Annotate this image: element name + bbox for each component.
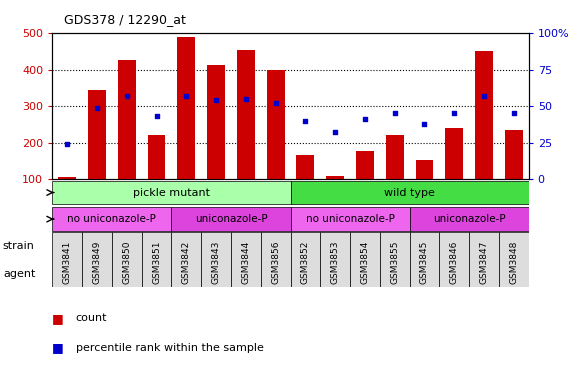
Text: GSM3852: GSM3852 — [301, 241, 310, 284]
Bar — [415, 160, 433, 179]
Bar — [201, 232, 231, 287]
Point — [63, 141, 72, 147]
Text: GSM3848: GSM3848 — [510, 241, 518, 284]
Text: GSM3851: GSM3851 — [152, 241, 161, 284]
Text: wild type: wild type — [384, 187, 435, 198]
Bar — [446, 128, 463, 179]
Text: GSM3841: GSM3841 — [63, 241, 71, 284]
Point — [509, 111, 518, 116]
Bar — [261, 232, 290, 287]
Text: strain: strain — [3, 241, 35, 251]
Bar — [499, 232, 529, 287]
Text: GSM3850: GSM3850 — [122, 241, 131, 284]
Point — [301, 118, 310, 124]
Bar — [380, 232, 410, 287]
Text: pickle mutant: pickle mutant — [133, 187, 210, 198]
Text: GSM3843: GSM3843 — [211, 241, 221, 284]
Bar — [290, 207, 410, 231]
Bar — [52, 207, 171, 231]
Text: no uniconazole-P: no uniconazole-P — [306, 214, 394, 224]
Text: GSM3853: GSM3853 — [331, 241, 340, 284]
Bar — [469, 232, 499, 287]
Bar — [290, 232, 320, 287]
Text: no uniconazole-P: no uniconazole-P — [67, 214, 156, 224]
Text: percentile rank within the sample: percentile rank within the sample — [76, 343, 263, 353]
Bar — [475, 51, 493, 179]
Bar — [52, 180, 290, 205]
Text: count: count — [76, 313, 107, 324]
Bar — [290, 180, 529, 205]
Point — [182, 93, 191, 99]
Point — [390, 111, 399, 116]
Bar — [505, 130, 523, 179]
Bar — [207, 65, 225, 179]
Bar — [320, 232, 350, 287]
Bar — [386, 135, 404, 179]
Point — [479, 93, 489, 99]
Text: ■: ■ — [52, 341, 64, 354]
Point — [122, 93, 131, 99]
Point — [360, 116, 370, 122]
Text: uniconazole-P: uniconazole-P — [433, 214, 505, 224]
Text: GSM3849: GSM3849 — [92, 241, 102, 284]
Text: agent: agent — [3, 269, 35, 279]
Bar — [410, 232, 439, 287]
Bar — [327, 176, 344, 179]
Bar — [410, 207, 529, 231]
Bar — [88, 90, 106, 179]
Text: GSM3854: GSM3854 — [360, 241, 370, 284]
Text: uniconazole-P: uniconazole-P — [195, 214, 267, 224]
Bar — [52, 232, 82, 287]
Text: GSM3847: GSM3847 — [479, 241, 489, 284]
Point — [152, 113, 161, 119]
Point — [450, 111, 459, 116]
Text: GSM3842: GSM3842 — [182, 241, 191, 284]
Bar — [171, 232, 201, 287]
Bar — [142, 232, 171, 287]
Text: GSM3845: GSM3845 — [420, 241, 429, 284]
Bar — [350, 232, 380, 287]
Bar — [82, 232, 112, 287]
Bar — [118, 60, 136, 179]
Point — [92, 105, 102, 111]
Bar — [231, 232, 261, 287]
Bar — [267, 70, 285, 179]
Text: GSM3856: GSM3856 — [271, 241, 280, 284]
Text: GSM3846: GSM3846 — [450, 241, 459, 284]
Text: GSM3844: GSM3844 — [241, 241, 250, 284]
Bar — [296, 156, 314, 179]
Bar — [171, 207, 290, 231]
Point — [211, 97, 221, 103]
Bar — [177, 37, 195, 179]
Point — [271, 100, 280, 106]
Bar — [439, 232, 469, 287]
Point — [241, 96, 250, 102]
Bar — [112, 232, 142, 287]
Bar — [148, 135, 166, 179]
Bar — [58, 178, 76, 179]
Text: GSM3855: GSM3855 — [390, 241, 399, 284]
Text: GDS378 / 12290_at: GDS378 / 12290_at — [64, 12, 186, 26]
Bar — [237, 50, 254, 179]
Text: ■: ■ — [52, 312, 64, 325]
Point — [420, 121, 429, 127]
Bar — [356, 151, 374, 179]
Point — [331, 130, 340, 135]
